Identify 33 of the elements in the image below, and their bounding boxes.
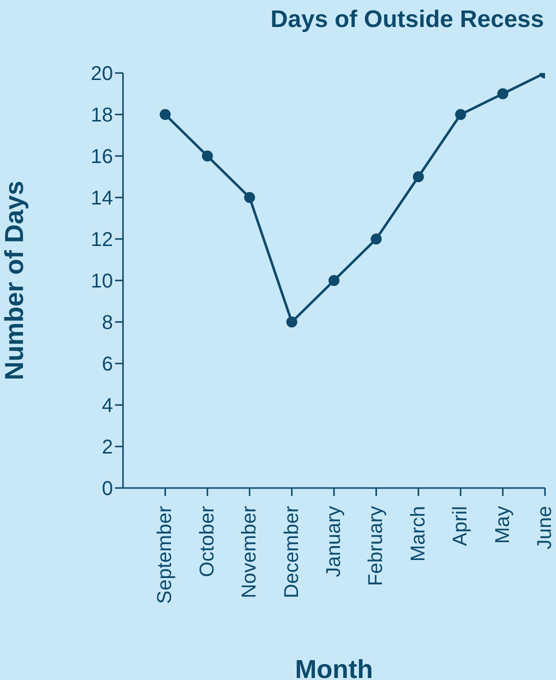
point: [202, 150, 213, 162]
y-tick-label: 0: [102, 478, 113, 500]
x-tick-label: March: [407, 506, 430, 562]
point: [328, 275, 340, 286]
y-tick-label: 16: [90, 146, 113, 168]
x-tick-label: February: [365, 506, 388, 586]
point: [412, 171, 424, 182]
x-tick-label: November: [238, 506, 261, 598]
chart-title: Days of Outside Recess: [270, 6, 544, 34]
y-tick-label: 14: [90, 188, 113, 210]
x-tick-label: October: [196, 506, 218, 578]
point: [497, 88, 508, 100]
y-tick-label: 8: [102, 312, 113, 334]
y-axis-title: Number of Days: [0, 180, 30, 380]
point: [455, 109, 466, 120]
y-tick-label: 6: [102, 354, 113, 376]
y-tick-label: 18: [90, 104, 113, 127]
x-tick-label: May: [492, 506, 514, 544]
x-tick-label: June: [534, 506, 556, 550]
point: [370, 234, 382, 244]
point: [244, 192, 256, 203]
point: [160, 109, 171, 120]
y-tick-label: 12: [90, 229, 113, 252]
x-tick-label: December: [280, 506, 303, 598]
y-tick-label: 2: [102, 436, 113, 459]
point: [286, 316, 298, 328]
y-tick-label: 4: [102, 395, 113, 418]
y-tick-label: 20: [90, 63, 113, 86]
y-tick-label: 10: [90, 270, 113, 293]
x-tick-label: April: [450, 506, 472, 546]
x-tick-label: January: [323, 506, 345, 578]
x-axis-title: Month: [295, 654, 373, 680]
x-tick-label: September: [154, 506, 176, 604]
